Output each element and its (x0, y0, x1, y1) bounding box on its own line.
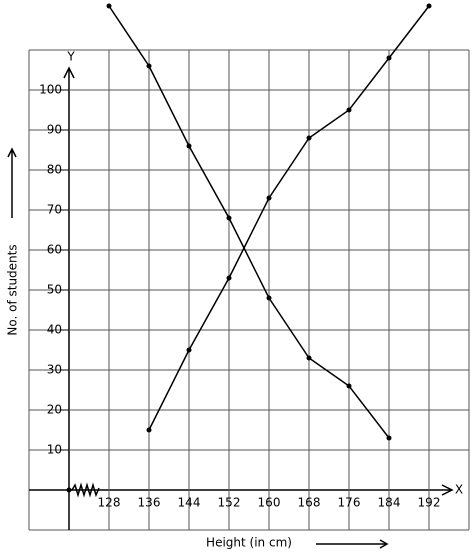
data-point (146, 63, 152, 69)
origin-dot (66, 487, 72, 493)
data-point (346, 107, 352, 113)
data-point (186, 347, 192, 353)
data-point (146, 427, 152, 433)
x-tick-label: 192 (418, 496, 441, 510)
y-axis-name: Y (66, 50, 75, 64)
data-point (306, 355, 312, 361)
data-point (106, 3, 112, 9)
y-arrow (63, 66, 75, 79)
x-tick-label: 176 (338, 496, 361, 510)
x-tick-label: 128 (98, 496, 121, 510)
x-axis-name: X (455, 483, 463, 497)
data-point (226, 275, 232, 281)
y-axis-label: No. of students (6, 244, 20, 335)
y-tick-label: 20 (47, 403, 62, 417)
y-tick-label: 50 (47, 283, 62, 297)
x-tick-label: 184 (378, 496, 401, 510)
data-point (226, 215, 232, 221)
y-tick-label: 90 (47, 123, 62, 137)
y-tick-label: 80 (47, 163, 62, 177)
x-tick-label: 152 (218, 496, 241, 510)
y-label-arrow (7, 147, 17, 218)
data-point (346, 383, 352, 389)
data-point (266, 295, 272, 301)
y-tick-label: 100 (39, 83, 62, 97)
x-tick-label: 144 (178, 496, 201, 510)
series-line (108, 5, 390, 439)
x-tick-label: 160 (258, 496, 281, 510)
data-point (306, 135, 312, 141)
x-tick-label: 168 (298, 496, 321, 510)
y-tick-label: 30 (47, 363, 62, 377)
axis-break (71, 482, 100, 498)
x-arrow (441, 484, 454, 496)
y-tick-label: 60 (47, 243, 62, 257)
x-label-arrow (316, 539, 389, 549)
data-point (266, 195, 272, 201)
x-tick-label: 136 (138, 496, 161, 510)
y-tick-label: 10 (47, 443, 62, 457)
data-point (386, 435, 392, 441)
y-tick-label: 40 (47, 323, 62, 337)
series-line (148, 5, 430, 431)
x-axis-label: Height (in cm) (206, 536, 292, 550)
data-point (386, 55, 392, 61)
data-point (426, 3, 432, 9)
data-point (186, 143, 192, 149)
y-tick-label: 70 (47, 203, 62, 217)
